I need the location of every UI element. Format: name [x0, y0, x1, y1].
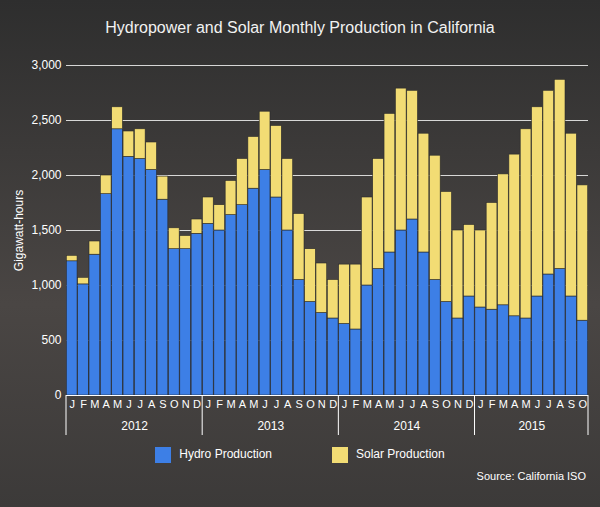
- svg-text:J: J: [126, 398, 132, 410]
- svg-text:S: S: [159, 398, 166, 410]
- svg-text:O: O: [579, 398, 588, 410]
- svg-text:J: J: [274, 398, 280, 410]
- svg-text:M: M: [90, 398, 99, 410]
- svg-text:F: F: [489, 398, 496, 410]
- svg-text:S: S: [295, 398, 302, 410]
- svg-text:1,000: 1,000: [31, 278, 61, 292]
- svg-text:A: A: [375, 398, 383, 410]
- svg-text:S: S: [432, 398, 439, 410]
- svg-text:M: M: [522, 398, 531, 410]
- svg-text:M: M: [249, 398, 258, 410]
- svg-text:A: A: [556, 398, 564, 410]
- html-text:Hydro Production: Hydro Production: [179, 447, 272, 462]
- svg-text:0: 0: [55, 388, 62, 402]
- svg-text:F: F: [216, 398, 223, 410]
- svg-text:J: J: [138, 398, 144, 410]
- svg-text:J: J: [206, 398, 212, 410]
- svg-text:J: J: [478, 398, 484, 410]
- svg-text:J: J: [342, 398, 348, 410]
- svg-text:J: J: [410, 398, 416, 410]
- svg-text:J: J: [535, 398, 541, 410]
- svg-text:F: F: [80, 398, 87, 410]
- svg-text:A: A: [420, 398, 428, 410]
- svg-text:3,000: 3,000: [31, 58, 61, 72]
- svg-text:A: A: [284, 398, 292, 410]
- svg-text:500: 500: [41, 333, 61, 347]
- svg-text:2012: 2012: [121, 419, 148, 433]
- svg-text:M: M: [226, 398, 235, 410]
- svg-text:N: N: [318, 398, 326, 410]
- svg-text:A: A: [148, 398, 156, 410]
- html-text:Source: California ISO: Source: California ISO: [476, 470, 586, 482]
- svg-text:2014: 2014: [394, 419, 421, 433]
- svg-text:2,500: 2,500: [31, 113, 61, 127]
- svg-text:O: O: [170, 398, 179, 410]
- svg-text:F: F: [353, 398, 360, 410]
- svg-text:2013: 2013: [257, 419, 284, 433]
- svg-text:M: M: [385, 398, 394, 410]
- svg-text:Gigawatt-hours: Gigawatt-hours: [12, 190, 26, 271]
- svg-text:A: A: [103, 398, 111, 410]
- svg-text:M: M: [363, 398, 372, 410]
- svg-text:2,000: 2,000: [31, 168, 61, 182]
- svg-text:S: S: [568, 398, 575, 410]
- svg-text:J: J: [399, 398, 405, 410]
- svg-text:N: N: [182, 398, 190, 410]
- svg-text:N: N: [454, 398, 462, 410]
- svg-text:M: M: [499, 398, 508, 410]
- svg-text:1,500: 1,500: [31, 223, 61, 237]
- svg-text:A: A: [511, 398, 519, 410]
- html-text:Hydropower and Solar Monthly P: Hydropower and Solar Monthly Production …: [105, 19, 495, 36]
- svg-text:D: D: [193, 398, 201, 410]
- svg-text:J: J: [69, 398, 75, 410]
- html-text:Solar Production: Solar Production: [356, 447, 445, 462]
- svg-text:D: D: [329, 398, 337, 410]
- svg-text:D: D: [465, 398, 473, 410]
- svg-text:O: O: [306, 398, 315, 410]
- svg-text:J: J: [546, 398, 552, 410]
- svg-text:2015: 2015: [518, 419, 545, 433]
- svg-text:A: A: [239, 398, 247, 410]
- svg-text:O: O: [442, 398, 451, 410]
- svg-text:M: M: [113, 398, 122, 410]
- svg-text:J: J: [262, 398, 268, 410]
